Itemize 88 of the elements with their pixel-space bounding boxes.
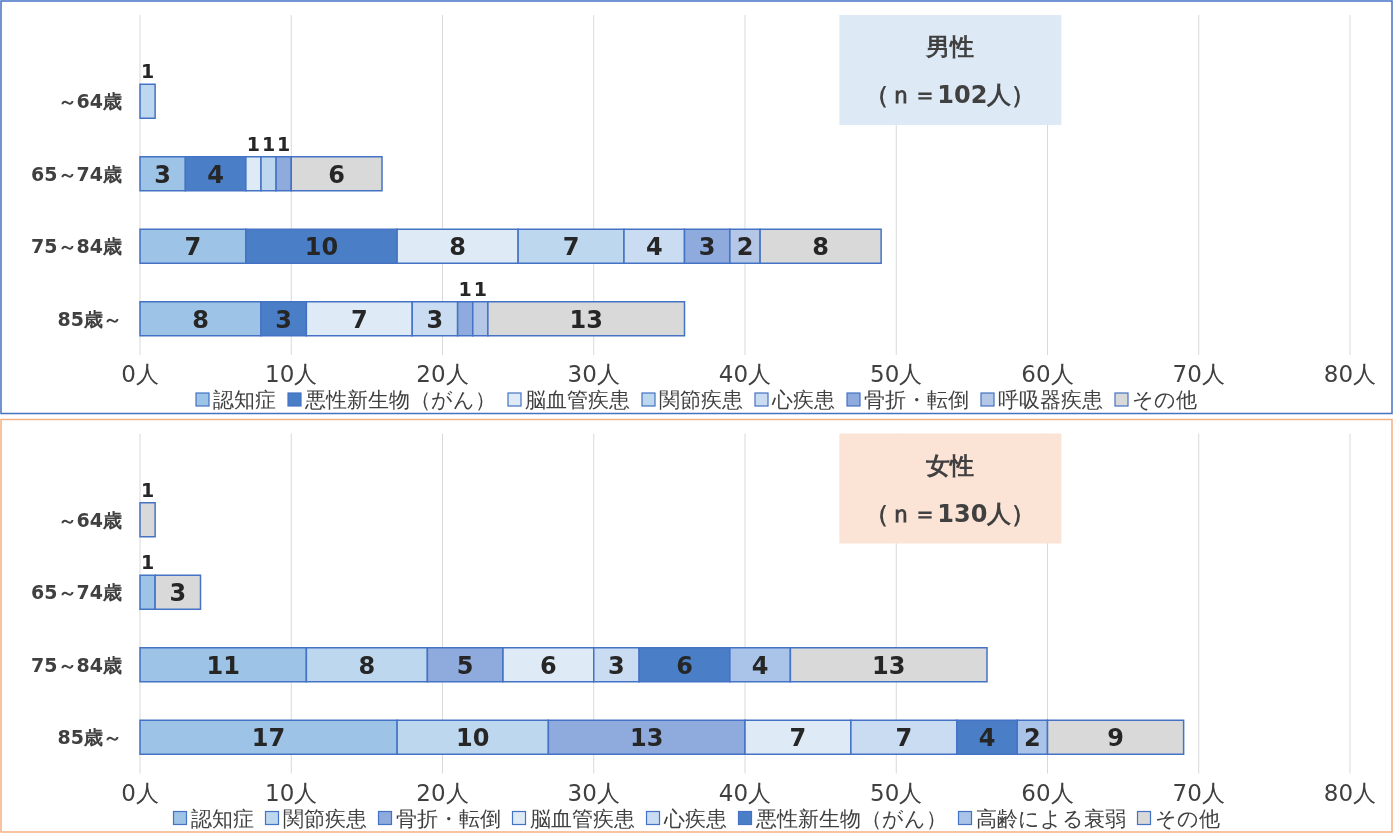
data-label: 1 [277,132,291,155]
data-label: 11 [206,651,240,680]
data-label: 1 [140,60,155,83]
legend-label: 悪性新生物（がん） [304,388,496,412]
legend-label: 関節疾患 [659,388,743,412]
data-label: 8 [358,651,376,680]
data-label: 6 [540,651,557,680]
data-label: 2 [736,233,754,262]
x-tick-label: 20人 [416,779,469,806]
x-tick-label: 70人 [1172,361,1225,387]
y-tick-label: 85歳～ [57,307,122,330]
x-tick-label: 80人 [1323,779,1377,806]
text: （ｎ＝102人） [865,81,1036,109]
data-label: 10 [304,233,339,262]
data-label: 8 [812,233,829,262]
legend-label: その他 [1132,388,1197,412]
bar [139,83,156,119]
data-label: 5 [456,651,474,680]
data-label: 4 [207,160,224,189]
data-label: 7 [184,233,202,262]
x-tick-label: 40人 [718,779,772,806]
data-label: 6 [328,160,345,189]
y-tick-label: 75～84歳 [31,653,122,676]
x-tick-label: 10人 [265,361,318,387]
text: 男性 [925,33,975,61]
data-label: 1 [140,551,155,574]
data-label: 17 [251,724,286,753]
legend-label: 認知症 [190,806,254,831]
data-label: 13 [569,305,603,334]
text: （ｎ＝130人） [865,499,1036,528]
y-tick-label: ～64歳 [57,90,122,113]
legend-label: 関節疾患 [282,806,367,831]
y-tick-label: 65～74歳 [31,162,122,185]
y-tick-label: 85歳～ [57,726,122,749]
data-label: 7 [562,233,580,262]
x-tick-label: 40人 [718,361,772,387]
data-label: 8 [449,233,466,262]
x-tick-label: 30人 [567,779,620,806]
text: 女性 [925,451,975,480]
data-label: 7 [895,724,913,753]
x-tick-label: 30人 [567,361,620,387]
x-tick-label: 0人 [121,779,159,806]
data-label: 1 [261,132,276,155]
x-tick-label: 50人 [870,779,923,806]
data-label: 3 [154,160,172,189]
x-tick-label: 70人 [1172,779,1225,806]
data-label: 1 [140,478,155,501]
data-label: 3 [169,579,187,608]
x-tick-label: 60人 [1021,779,1074,806]
x-tick-label: 10人 [265,779,318,806]
data-label: 10 [456,724,490,753]
legend-label: 骨折・転倒 [395,806,501,831]
y-tick-label: ～64歳 [57,508,122,531]
legend-label: 悪性新生物（がん） [754,806,947,831]
x-tick-label: 0人 [121,361,159,387]
legend-label: 心疾患 [662,806,727,831]
legend-label: 脳血管疾患 [525,388,630,412]
data-label: 1 [458,277,472,300]
y-tick-label: 75～84歳 [31,235,122,258]
data-label: 1 [246,132,261,155]
legend-label: 高齢による衰弱 [975,806,1126,831]
x-tick-label: 20人 [416,361,469,387]
y-tick-label: 65～74歳 [31,581,122,604]
data-label: 13 [629,724,664,753]
data-label: 3 [698,233,716,262]
data-label: 3 [426,305,444,334]
data-label: 4 [751,651,769,680]
data-label: 4 [978,724,996,753]
x-tick-label: 50人 [870,361,923,387]
data-label: 8 [192,305,209,334]
data-label: 2 [1024,724,1041,753]
x-tick-label: 80人 [1323,361,1377,387]
legend-label: 認知症 [213,388,276,412]
data-label: 6 [676,651,693,680]
data-label: 3 [275,305,293,334]
data-label: 1 [473,277,487,300]
data-label: 13 [871,651,906,680]
legend-label: 骨折・転倒 [864,388,969,412]
data-label: 7 [350,305,368,334]
legend-label: その他 [1154,806,1220,831]
data-label: 4 [645,233,663,262]
data-label: 7 [789,724,807,753]
x-tick-label: 60人 [1021,361,1074,387]
legend-label: 脳血管疾患 [529,806,635,831]
legend-label: 呼吸器疾患 [998,388,1103,412]
data-label: 3 [608,651,625,680]
data-label: 9 [1107,724,1124,753]
legend-label: 心疾患 [771,388,835,412]
